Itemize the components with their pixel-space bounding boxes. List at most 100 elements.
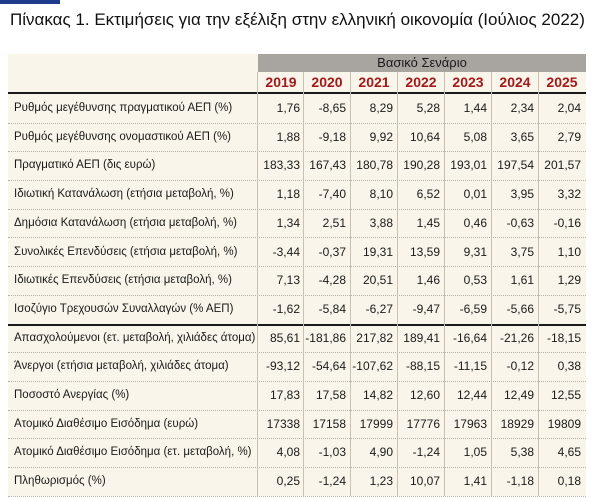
table-cell: 1,18 (276, 187, 300, 202)
table-cell: 12,49 (503, 388, 534, 402)
row-label: Ρυθμός μεγέθυνσης ονομαστικού ΑΕΠ (%) (14, 130, 232, 143)
table-cell: 17,58 (315, 388, 346, 402)
table-cell: -9,47 (412, 301, 440, 316)
table-cell: -9,18 (318, 129, 346, 144)
column-divider (350, 72, 351, 496)
row-label: Ποσοστό Ανεργίας (%) (14, 389, 130, 401)
table-cell: 6,52 (416, 187, 440, 202)
table-cell: 12,44 (456, 388, 487, 402)
table-cell: 1,10 (557, 244, 581, 259)
table-cell: -0,63 (506, 215, 534, 230)
row-label: Συνολικές Επενδύσεις (ετήσια μεταβολή, %… (14, 245, 238, 258)
table-cell: 190,28 (403, 158, 440, 173)
table-row: Πληθωρισμός (%) 0,25 -1,24 1,23 10,07 1,41 -1,… (8, 467, 586, 497)
table-cell: 4,65 (557, 445, 581, 460)
row-label: Δημόσια Κατανάλωση (ετήσια μεταβολή, %) (14, 216, 237, 229)
table-cell: 217,82 (356, 330, 393, 345)
row-label: Ιδιωτικές Επενδύσεις (ετήσια μεταβολή, %… (14, 274, 232, 287)
table-cell: 0,18 (557, 474, 581, 489)
column-divider (491, 72, 492, 496)
table-cell: 1,76 (276, 101, 300, 115)
year-header: 2025 (546, 74, 578, 90)
table-cell: 1,88 (276, 129, 300, 144)
column-divider (538, 72, 539, 496)
table-row: Ποσοστό Ανεργίας (%) 17,83 17,58 14,82 12,60… (8, 381, 586, 411)
year-header: 2024 (499, 74, 531, 90)
table-cell: 167,43 (309, 158, 346, 173)
table-row: Απασχολούμενοι (ετ. μεταβολή, χιλιάδες ά… (8, 324, 586, 354)
table-cell: -0,16 (553, 215, 581, 230)
table-row: Δημόσια Κατανάλωση (ετήσια μεταβολή, %) 1… (8, 209, 586, 239)
row-label: Άνεργοι (ετήσια μεταβολή, χιλιάδες άτομα… (14, 360, 229, 373)
table-row: Συνολικές Επενδύσεις (ετήσια μεταβολή, %… (8, 238, 586, 268)
table-row: Ατομικό Διαθέσιμο Εισόδημα (ευρώ) 17338 17… (8, 410, 586, 440)
table-cell: 3,75 (510, 244, 534, 259)
table-cell: 10,07 (409, 474, 440, 489)
table-cell: -1,24 (412, 445, 440, 460)
row-label: Απασχολούμενοι (ετ. μεταβολή, χιλιάδες ά… (14, 331, 256, 344)
table-cell: 5,38 (510, 445, 534, 460)
table-cell: -181,86 (305, 330, 346, 345)
table-cell: 8,10 (369, 187, 393, 202)
table-cell: 3,95 (510, 187, 534, 202)
table-cell: -1,62 (272, 301, 300, 316)
column-divider (303, 72, 304, 496)
table-cell: -54,64 (311, 359, 346, 374)
year-header: 2023 (452, 74, 484, 90)
table-cell: -6,27 (365, 301, 393, 316)
table-title: Πίνακας 1. Εκτιμήσεις για την εξέλιξη στ… (10, 10, 585, 29)
table-cell: -0,12 (506, 359, 534, 374)
table-cell: 17338 (266, 416, 300, 431)
year-header: 2019 (265, 74, 297, 90)
row-label: Ιδιωτική Κατανάλωση (ετήσια μεταβολή, %) (14, 188, 234, 201)
table-cell: -1,18 (506, 474, 534, 489)
table-cell: 85,61 (269, 330, 300, 345)
table-cell: -1,03 (318, 445, 346, 460)
table-cell: 1,34 (276, 215, 300, 230)
table-cell: 19,31 (362, 244, 393, 259)
table-cell: 4,08 (276, 445, 300, 460)
table-cell: 0,53 (463, 273, 487, 288)
table-cell: -21,26 (499, 330, 534, 345)
table-cell: -4,28 (318, 273, 346, 288)
row-label: Πραγματικό ΑΕΠ (δις ευρώ) (14, 159, 156, 172)
table-cell: -0,37 (318, 244, 346, 259)
table-cell: 19809 (547, 416, 581, 431)
table-cell: 20,51 (362, 273, 393, 288)
year-header-row: 2019 2020 2021 2022 2023 2024 2025 (8, 72, 586, 94)
forecast-table: Βασικό Σενάριο 2019 2020 2021 2022 2023 2024 2… (8, 54, 586, 497)
table-cell: 3,65 (510, 129, 534, 144)
table-cell: 1,23 (369, 474, 393, 489)
table-cell: -7,40 (318, 187, 346, 202)
table-cell: -8,65 (318, 101, 346, 115)
table-cell: -5,84 (318, 301, 346, 316)
table-cell: 0,01 (463, 187, 487, 202)
row-label: Ρυθμός μεγέθυνσης πραγματικού ΑΕΠ (%) (14, 102, 233, 114)
top-accent-bar (0, 0, 60, 4)
table-cell: -1,24 (318, 474, 346, 489)
table-cell: -93,12 (265, 359, 300, 374)
scenario-header: Βασικό Σενάριο (258, 54, 586, 72)
table-cell: 1,45 (416, 215, 440, 230)
row-label: Ισοζύγιο Τρεχουσών Συναλλαγών (% ΑΕΠ) (14, 302, 234, 315)
table-cell: 5,28 (416, 101, 440, 115)
table-cell: 189,41 (403, 330, 440, 345)
table-cell: 0,38 (557, 359, 581, 374)
table-row: Ρυθμός μεγέθυνσης πραγματικού ΑΕΠ (%) 1,7… (8, 94, 586, 124)
table-cell: 197,54 (497, 158, 534, 173)
table-cell: 17776 (406, 416, 440, 431)
table-row: Ρυθμός μεγέθυνσης ονομαστικού ΑΕΠ (%) 1,8… (8, 123, 586, 153)
table-cell: -5,75 (553, 301, 581, 316)
year-header: 2020 (311, 74, 343, 90)
table-cell: 3,88 (369, 215, 393, 230)
table-cell: 13,59 (409, 244, 440, 259)
table-cell: 1,41 (463, 474, 487, 489)
column-divider (397, 72, 398, 496)
row-label: Ατομικό Διαθέσιμο Εισόδημα (ευρώ) (14, 417, 199, 430)
table-row: Ιδιωτική Κατανάλωση (ετήσια μεταβολή, %)… (8, 180, 586, 210)
table-cell: -11,15 (453, 359, 487, 374)
table-cell: 2,51 (322, 215, 346, 230)
table-row: Ισοζύγιο Τρεχουσών Συναλλαγών (% ΑΕΠ) -1,… (8, 295, 586, 326)
table-cell: 7,13 (276, 273, 300, 288)
table-cell: 0,46 (463, 215, 487, 230)
